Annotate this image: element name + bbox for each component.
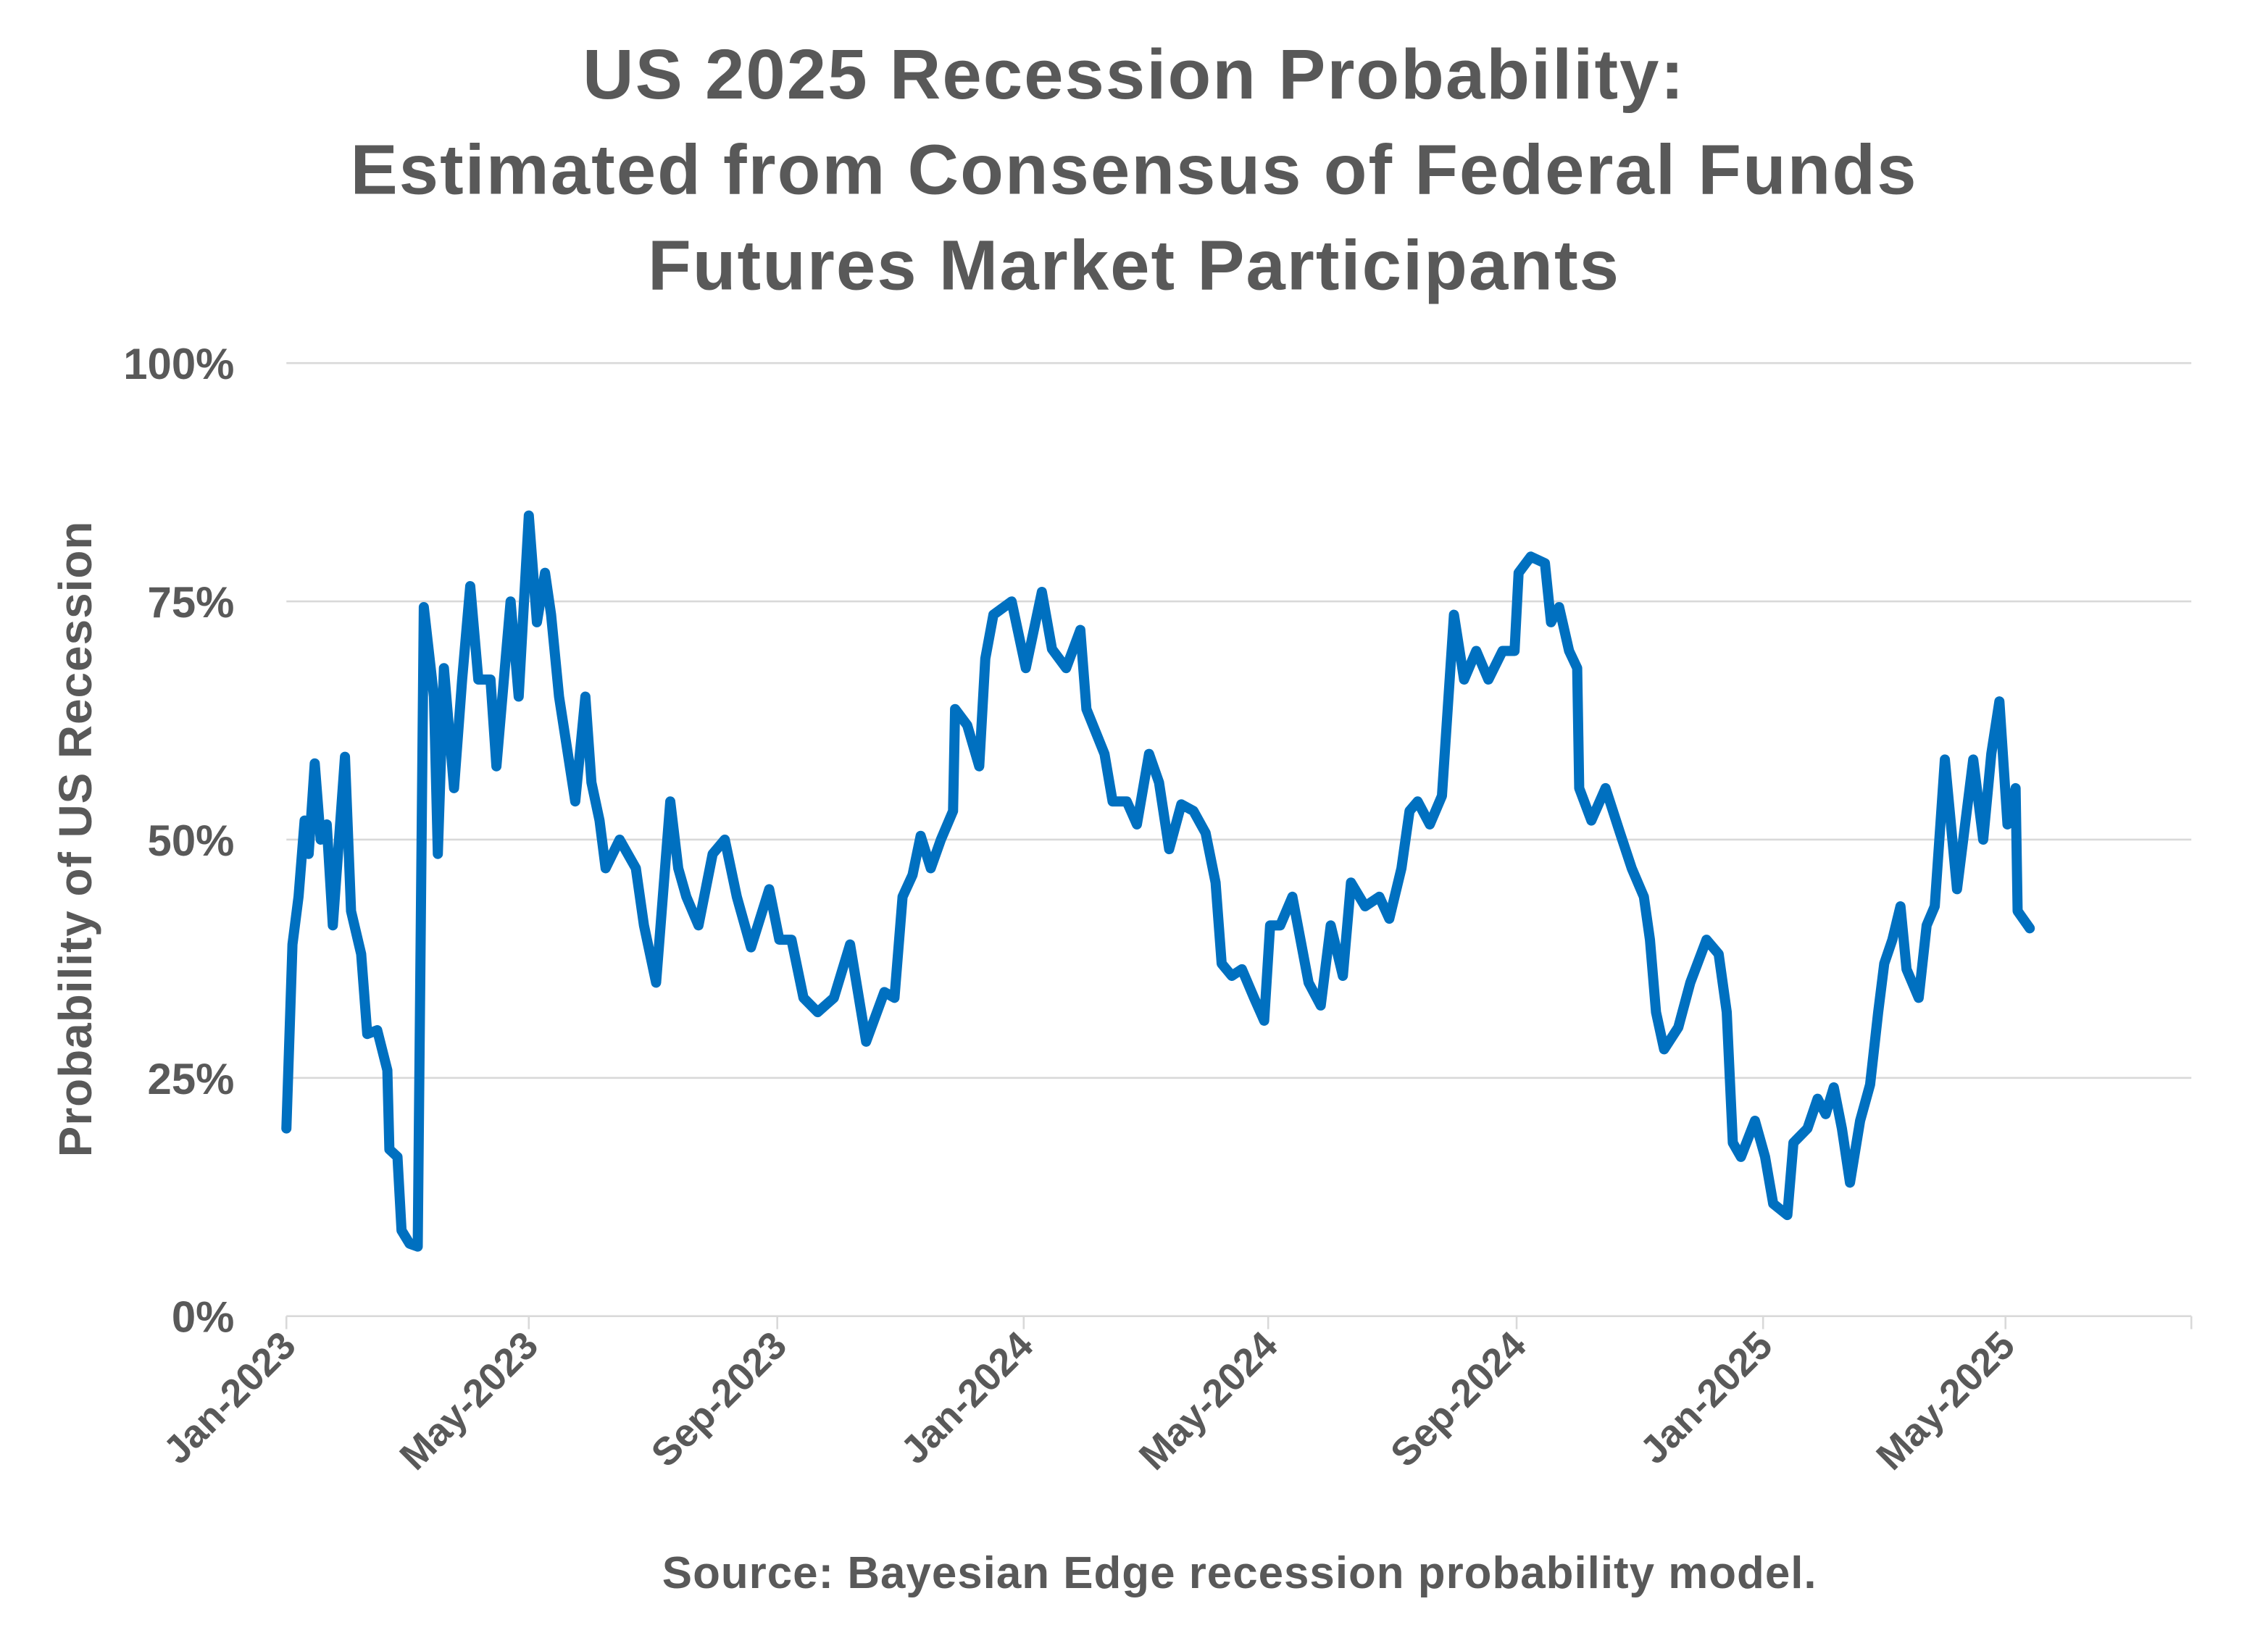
chart-title-line-1: US 2025 Recession Probability: (583, 34, 1685, 114)
y-tick-label: 100% (123, 340, 234, 388)
y-tick-label: 75% (148, 578, 235, 627)
y-tick-label: 0% (172, 1293, 235, 1342)
y-axis-label: Probability of US Recession (49, 521, 101, 1158)
source-note: Source: Bayesian Edge recession probabil… (662, 1548, 1817, 1598)
y-axis-ticks: 0% 25% 50% 75% 100% (123, 340, 234, 1341)
series-line (281, 510, 2035, 1252)
y-tick-label: 25% (148, 1055, 235, 1103)
chart-title-line-3: Futures Market Participants (648, 225, 1620, 304)
chart-title-line-2: Estimated from Consensus of Federal Fund… (350, 130, 1917, 209)
y-tick-label: 50% (148, 816, 235, 865)
